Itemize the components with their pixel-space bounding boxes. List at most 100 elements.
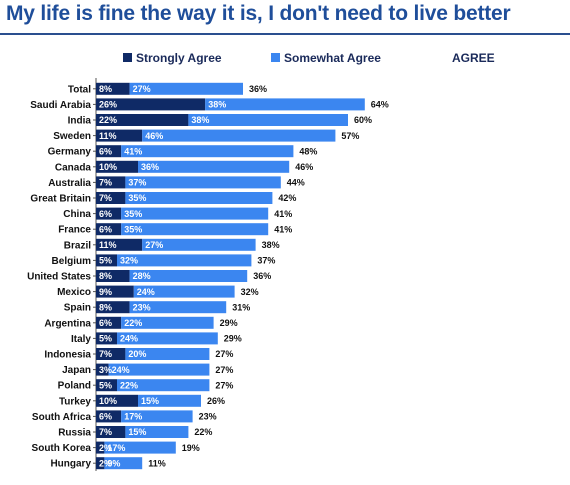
bar-somewhat-agree xyxy=(121,410,193,423)
bar-somewhat-agree xyxy=(125,426,189,438)
bar-strongly-agree xyxy=(96,394,138,407)
data-label-somewhat-agree: 15% xyxy=(141,396,159,406)
bar-strongly-agree xyxy=(96,98,206,111)
data-label-somewhat-agree: 20% xyxy=(128,349,146,359)
data-label-somewhat-agree: 41% xyxy=(124,146,142,156)
bar-somewhat-agree xyxy=(138,160,290,173)
data-label-agree-total: 60% xyxy=(354,115,372,125)
data-label-agree-total: 22% xyxy=(194,427,212,437)
category-label: Japan xyxy=(62,365,91,376)
data-label-agree-total: 32% xyxy=(241,287,259,297)
bar-strongly-agree xyxy=(96,426,126,438)
data-label-strongly-agree: 6% xyxy=(99,412,112,422)
category-label: Turkey xyxy=(59,396,91,407)
category-label: Belgium xyxy=(52,256,92,267)
data-label-agree-total: 42% xyxy=(278,193,296,203)
legend-label-somewhat-agree: Somewhat Agree xyxy=(284,51,381,65)
bar-strongly-agree xyxy=(96,254,117,267)
bar-somewhat-agree xyxy=(142,238,256,251)
data-label-agree-total: 19% xyxy=(182,443,200,453)
data-label-somewhat-agree: 38% xyxy=(191,115,209,125)
data-label-somewhat-agree: 38% xyxy=(208,100,226,110)
data-label-agree-total: 48% xyxy=(299,146,317,156)
bar-strongly-agree xyxy=(96,270,130,282)
bar-somewhat-agree xyxy=(205,98,365,111)
category-label: Poland xyxy=(58,381,91,392)
category-label: Germany xyxy=(48,147,92,158)
data-label-agree-total: 37% xyxy=(257,256,275,266)
category-label: Indonesia xyxy=(44,350,91,361)
bar-somewhat-agree xyxy=(121,316,214,329)
data-label-somewhat-agree: 24% xyxy=(137,287,155,297)
category-label: India xyxy=(68,116,92,127)
bar-somewhat-agree xyxy=(121,223,269,236)
data-label-somewhat-agree: 35% xyxy=(124,224,142,234)
data-label-somewhat-agree: 22% xyxy=(124,318,142,328)
bar-strongly-agree xyxy=(96,457,105,470)
data-label-strongly-agree: 10% xyxy=(99,396,117,406)
category-label: France xyxy=(58,225,91,236)
bar-strongly-agree xyxy=(96,348,126,360)
bar-strongly-agree xyxy=(96,192,126,204)
bar-somewhat-agree xyxy=(129,82,243,95)
bar-somewhat-agree xyxy=(117,379,210,392)
data-label-agree-total: 36% xyxy=(253,271,271,281)
data-label-agree-total: 31% xyxy=(232,302,250,312)
data-label-agree-total: 27% xyxy=(215,380,233,390)
data-label-strongly-agree: 7% xyxy=(99,193,112,203)
bar-strongly-agree xyxy=(96,363,109,376)
data-label-somewhat-agree: 32% xyxy=(120,256,138,266)
data-label-strongly-agree: 10% xyxy=(99,162,117,172)
legend-swatch-strongly-agree xyxy=(123,53,132,62)
category-label: Total xyxy=(68,84,91,95)
bar-somewhat-agree xyxy=(133,285,235,298)
data-label-agree-total: 29% xyxy=(220,318,238,328)
data-label-somewhat-agree: 46% xyxy=(145,131,163,141)
bar-somewhat-agree xyxy=(125,192,273,204)
bar-strongly-agree xyxy=(96,207,122,220)
data-label-somewhat-agree: 28% xyxy=(133,271,151,281)
bar-somewhat-agree xyxy=(125,176,281,189)
data-label-strongly-agree: 7% xyxy=(99,427,112,437)
data-label-agree-total: 26% xyxy=(207,396,225,406)
data-label-agree-total: 27% xyxy=(215,349,233,359)
bar-somewhat-agree xyxy=(129,301,227,314)
data-label-agree-total: 41% xyxy=(274,209,292,219)
bar-strongly-agree xyxy=(96,129,143,142)
data-label-strongly-agree: 7% xyxy=(99,349,112,359)
data-label-strongly-agree: 2% xyxy=(99,443,112,453)
legend-label-strongly-agree: Strongly Agree xyxy=(136,51,222,65)
data-label-strongly-agree: 26% xyxy=(99,100,117,110)
data-label-somewhat-agree: 24% xyxy=(120,334,138,344)
bar-strongly-agree xyxy=(96,238,143,251)
bar-somewhat-agree xyxy=(129,270,248,282)
data-label-somewhat-agree: 37% xyxy=(128,178,146,188)
data-label-strongly-agree: 11% xyxy=(99,240,117,250)
data-label-agree-total: 29% xyxy=(224,334,242,344)
data-label-agree-total: 64% xyxy=(371,100,389,110)
data-label-somewhat-agree: 27% xyxy=(133,84,151,94)
data-label-agree-total: 41% xyxy=(274,224,292,234)
data-label-agree-total: 57% xyxy=(341,131,359,141)
data-label-somewhat-agree: 35% xyxy=(124,209,142,219)
bar-somewhat-agree xyxy=(142,129,336,142)
bar-strongly-agree xyxy=(96,316,122,329)
data-label-somewhat-agree: 17% xyxy=(107,443,125,453)
data-label-agree-total: 11% xyxy=(148,458,166,468)
bar-somewhat-agree xyxy=(121,145,294,158)
data-label-agree-total: 46% xyxy=(295,162,313,172)
legend-label-agree: AGREE xyxy=(452,51,495,65)
data-label-strongly-agree: 6% xyxy=(99,224,112,234)
category-label: Argentina xyxy=(44,318,91,329)
bar-strongly-agree xyxy=(96,301,130,314)
data-label-strongly-agree: 5% xyxy=(99,380,112,390)
category-label: Saudi Arabia xyxy=(30,100,91,111)
data-label-strongly-agree: 2% xyxy=(99,458,112,468)
data-label-agree-total: 36% xyxy=(249,84,267,94)
data-label-somewhat-agree: 35% xyxy=(128,193,146,203)
data-label-somewhat-agree: 36% xyxy=(141,162,159,172)
data-label-strongly-agree: 5% xyxy=(99,256,112,266)
bar-strongly-agree xyxy=(96,145,122,158)
data-label-strongly-agree: 5% xyxy=(99,334,112,344)
data-label-somewhat-agree: 9% xyxy=(107,458,120,468)
